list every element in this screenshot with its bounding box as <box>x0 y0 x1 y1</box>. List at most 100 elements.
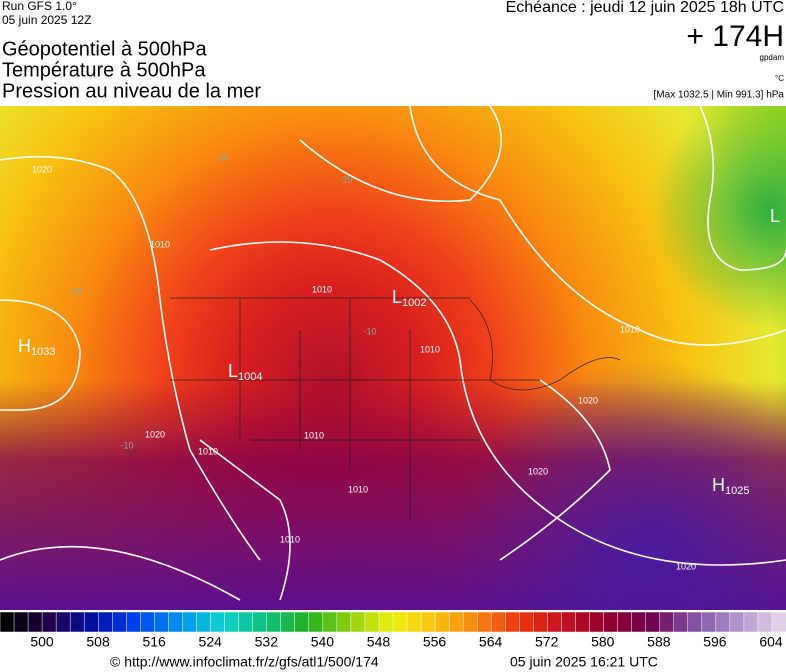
isobar-label: 1020 <box>528 466 548 476</box>
color-swatch <box>69 611 85 633</box>
color-swatch <box>659 611 675 633</box>
isobar-label: 1010 <box>420 344 440 354</box>
color-swatch <box>687 611 703 633</box>
color-swatch <box>715 611 731 633</box>
center-letter: L <box>228 361 238 381</box>
center-letter: L <box>770 206 780 226</box>
color-swatch <box>406 611 422 633</box>
color-swatch <box>561 611 577 633</box>
unit: °C <box>775 74 784 83</box>
color-swatch <box>673 611 689 633</box>
scale-label: 516 <box>142 634 166 650</box>
temperature-label: -20 <box>339 174 352 184</box>
color-swatch <box>589 611 605 633</box>
center-value: 1002 <box>402 297 426 309</box>
temperature-label: -10 <box>363 326 376 336</box>
isobar-label: 1010 <box>348 484 368 494</box>
color-swatch <box>757 611 773 633</box>
scale-label: 564 <box>479 634 503 650</box>
color-swatch <box>266 611 282 633</box>
color-swatch <box>83 611 100 633</box>
color-swatch <box>140 611 156 633</box>
color-swatch <box>27 611 43 633</box>
temperature-label: -20 <box>215 152 228 162</box>
color-swatch <box>631 611 647 633</box>
title: Pression au niveau de la mer <box>2 80 261 102</box>
color-swatch <box>476 611 493 633</box>
echeance: Echéance : jeudi 12 juin 2025 18h UTC <box>506 0 784 16</box>
isobar-label: 1020 <box>145 429 165 439</box>
center-letter: H <box>18 336 31 356</box>
color-swatch <box>575 611 591 633</box>
color-swatch <box>308 611 324 633</box>
scale-label: 588 <box>647 634 671 650</box>
color-swatch <box>505 611 521 633</box>
color-swatch <box>238 611 254 633</box>
color-swatch <box>519 611 535 633</box>
isobar-label: 1010 <box>280 534 300 544</box>
footer-url: © http://www.infoclimat.fr/z/gfs/atl1/50… <box>110 654 379 670</box>
color-swatch <box>743 611 759 633</box>
color-swatch <box>168 611 184 633</box>
center-value: 1033 <box>31 346 55 358</box>
map <box>0 105 786 610</box>
pressure-center: L1004 <box>228 361 263 383</box>
title: Géopotentiel à 500hPa <box>2 38 207 60</box>
color-swatch <box>336 611 352 633</box>
color-swatch <box>434 611 450 633</box>
color-swatch <box>462 611 478 633</box>
scale-label: 532 <box>255 634 279 650</box>
scale-label: 580 <box>591 634 615 650</box>
color-swatch <box>294 611 310 633</box>
color-swatch <box>224 611 240 633</box>
lead-time: + 174H <box>686 20 784 53</box>
color-swatch <box>280 611 296 633</box>
color-swatch <box>0 611 15 633</box>
color-swatch <box>196 611 212 633</box>
isobar-label: 1010 <box>304 430 324 440</box>
scale-label: 556 <box>423 634 447 650</box>
color-swatch <box>112 611 128 633</box>
color-swatch <box>378 611 394 633</box>
color-swatch <box>210 611 226 633</box>
color-swatch <box>364 611 380 633</box>
run-label: Run GFS 1.0° <box>2 0 77 13</box>
center-value: 1025 <box>725 485 749 497</box>
temperature-label: -20 <box>69 286 82 296</box>
center-letter: H <box>712 475 725 495</box>
pressure-range: [Max 1032.5 | Min 991.3] hPa <box>654 90 785 101</box>
unit: gpdam <box>760 53 785 62</box>
scale-label: 540 <box>311 634 335 650</box>
isobar-label: 1010 <box>198 446 218 456</box>
color-swatch <box>182 611 198 633</box>
pressure-center: L <box>770 206 780 226</box>
temperature-label: -10 <box>120 440 133 450</box>
color-swatch <box>13 611 29 633</box>
color-swatch <box>392 611 408 633</box>
color-swatch <box>55 611 71 633</box>
color-swatch <box>729 611 745 633</box>
color-swatch <box>547 611 563 633</box>
color-swatch <box>617 611 633 633</box>
pressure-center: H1025 <box>712 475 749 497</box>
scale-label: 524 <box>199 634 223 650</box>
title: Température à 500hPa <box>2 59 206 81</box>
color-swatch <box>252 611 268 633</box>
footer-time: 05 juin 2025 16:21 UTC <box>510 654 658 670</box>
isobar-label: 1020 <box>32 164 52 174</box>
color-swatch <box>491 611 507 633</box>
scale-label: 500 <box>30 634 54 650</box>
center-value: 1004 <box>238 371 262 383</box>
color-swatch <box>701 611 717 633</box>
scale-label: 604 <box>759 634 783 650</box>
color-swatch <box>322 611 338 633</box>
color-swatch <box>603 611 619 633</box>
color-swatch <box>126 611 142 633</box>
scale-label: 508 <box>86 634 110 650</box>
isobar-label: 1010 <box>312 284 332 294</box>
isobar-label: 1020 <box>676 561 696 571</box>
pressure-center: L1002 <box>392 287 427 309</box>
color-swatch <box>420 611 436 633</box>
